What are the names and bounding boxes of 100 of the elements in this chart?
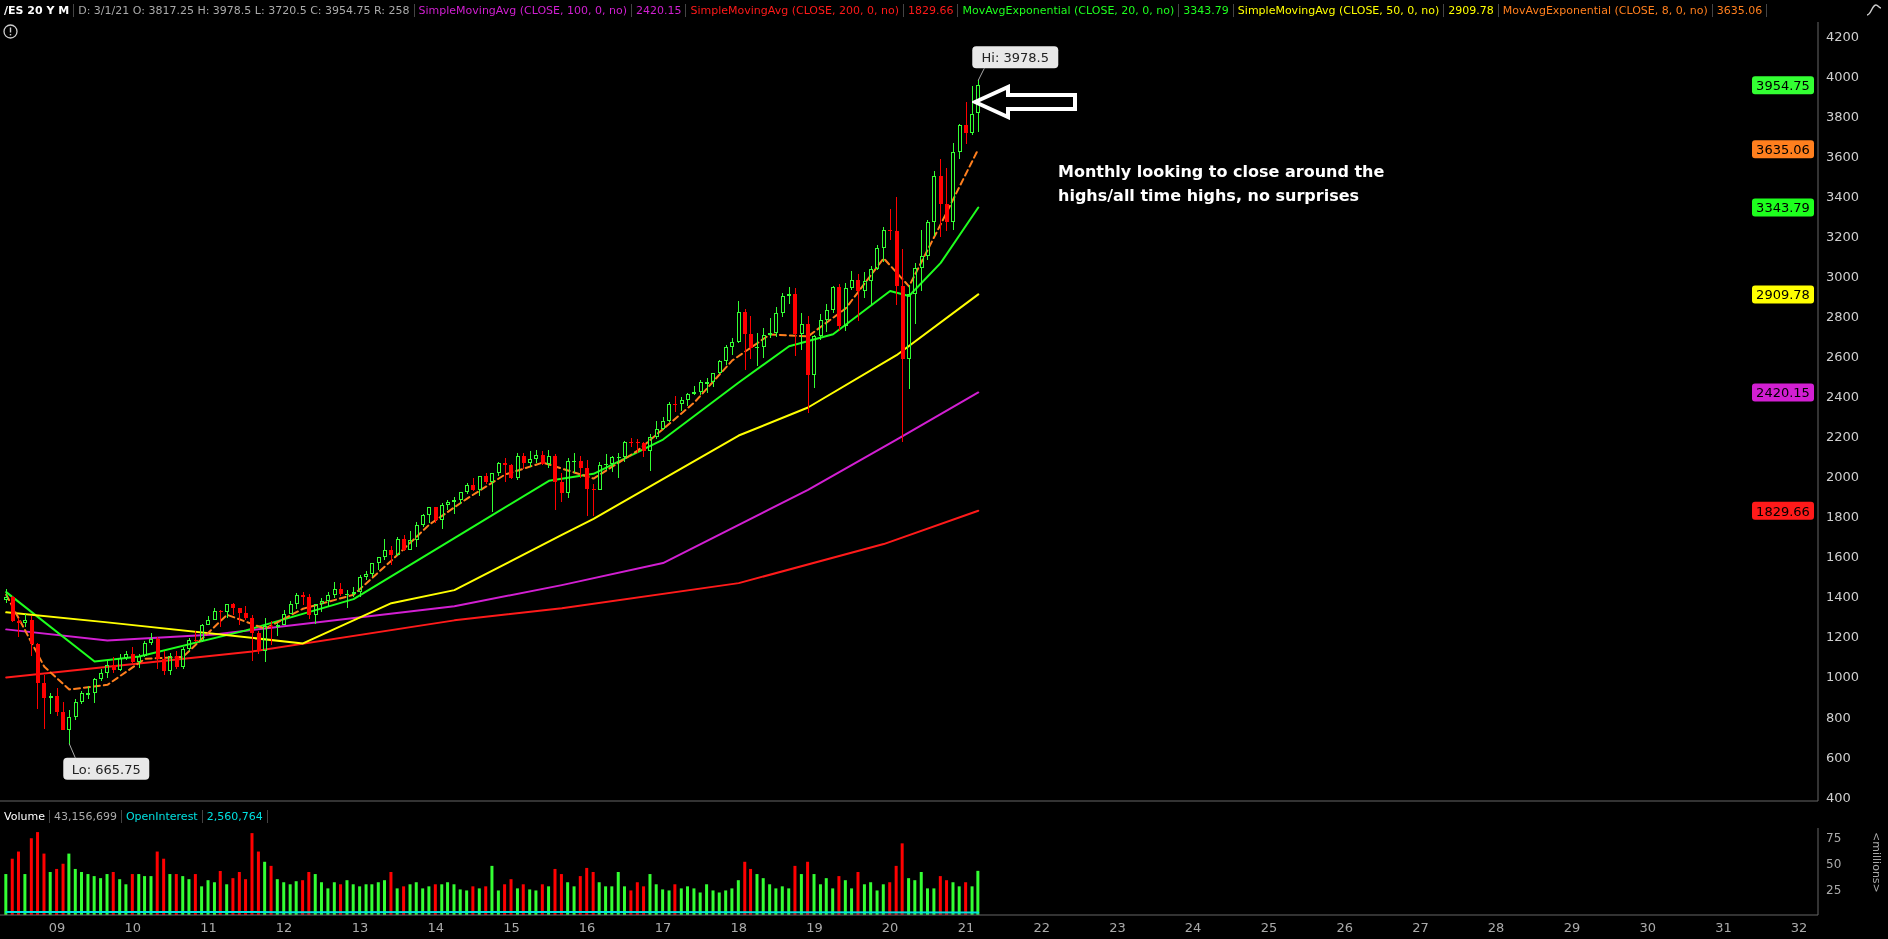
candlestick	[130, 646, 135, 663]
bar	[16, 851, 20, 915]
bar	[294, 881, 298, 915]
x-tick-label: 24	[1184, 920, 1202, 936]
bar	[124, 884, 128, 915]
bar	[458, 889, 462, 915]
candlestick	[67, 709, 72, 745]
candlestick	[932, 170, 937, 237]
annotation: 3635.06	[1756, 142, 1810, 158]
candlestick	[546, 449, 551, 469]
bar	[225, 884, 229, 915]
bar	[446, 882, 450, 915]
bar	[597, 882, 601, 915]
x-tick-label: 29	[1563, 920, 1581, 936]
bar	[894, 865, 898, 915]
candlestick	[382, 538, 387, 561]
x-tick-label: 23	[1109, 920, 1126, 936]
text: 3343.79	[1179, 3, 1234, 17]
y-tick-label: 1000	[1826, 669, 1860, 685]
x-tick-label: 09	[48, 920, 66, 936]
candlestick	[641, 442, 646, 458]
candlestick	[869, 265, 874, 306]
bar	[332, 882, 336, 915]
bar	[307, 872, 311, 915]
bar	[118, 879, 122, 915]
bar	[806, 861, 810, 915]
candlestick	[900, 248, 905, 443]
candlestick	[743, 308, 748, 371]
candlestick	[402, 534, 406, 551]
bar	[553, 868, 557, 915]
candlestick	[421, 515, 426, 528]
candlestick	[440, 502, 445, 530]
candlestick	[142, 640, 147, 657]
bar	[206, 880, 210, 915]
candlestick	[35, 643, 40, 710]
bar	[42, 853, 46, 915]
candlestick	[200, 625, 204, 643]
text: SimpleMovingAvg (CLOSE, 100, 0, no)	[414, 3, 632, 17]
candlestick	[875, 244, 880, 269]
candlestick	[705, 377, 709, 394]
candlestick	[319, 597, 324, 613]
candlestick	[250, 614, 255, 662]
annotation: Monthly looking to close around the highs/all time highs, no surprises	[1058, 161, 1386, 207]
bar	[907, 878, 911, 915]
y-tick-label: 1200	[1826, 629, 1860, 645]
annotation: Lo: 665.75	[71, 761, 141, 777]
y-tick-label: 25	[1826, 882, 1842, 897]
candlestick	[673, 395, 678, 413]
candlestick	[48, 692, 53, 715]
text: OpenInterest	[121, 809, 203, 823]
x-tick-label: 31	[1715, 920, 1732, 936]
candlestick	[780, 292, 785, 318]
candlestick	[521, 452, 526, 470]
bar	[92, 876, 96, 915]
bar	[572, 886, 576, 915]
candlestick	[358, 574, 363, 598]
y-tick-label: 2800	[1826, 308, 1860, 324]
x-tick-label: 21	[957, 920, 975, 936]
bar	[976, 870, 980, 915]
bar	[440, 884, 444, 915]
bar	[433, 884, 437, 915]
candlestick	[149, 632, 154, 646]
bar	[275, 879, 279, 915]
candlestick	[824, 303, 829, 333]
bar	[319, 882, 323, 915]
y-tick-label: 4200	[1826, 28, 1860, 44]
y-tick-label: 1400	[1826, 589, 1860, 605]
bar	[370, 884, 374, 915]
x-tick-label: 28	[1487, 920, 1505, 936]
bar	[743, 861, 747, 915]
y-tick-label: 800	[1826, 709, 1851, 725]
bar	[566, 882, 570, 915]
y-tick-label: 1600	[1826, 549, 1860, 565]
bar	[780, 886, 784, 915]
bar	[604, 886, 608, 915]
y-tick-label: 4000	[1826, 68, 1860, 84]
annotation: 2420.15	[1756, 385, 1810, 401]
bar	[559, 874, 563, 915]
x-tick-label: 32	[1790, 920, 1808, 936]
candlestick	[622, 441, 627, 463]
bar	[237, 872, 241, 915]
candlestick	[162, 650, 167, 676]
bar	[812, 874, 816, 915]
bar	[477, 888, 481, 915]
candlestick	[92, 679, 97, 704]
bar	[774, 888, 778, 915]
bar	[269, 865, 273, 915]
bar	[843, 880, 847, 915]
bar	[818, 884, 822, 915]
bar	[162, 858, 166, 915]
bar	[218, 870, 222, 915]
candlestick	[806, 315, 810, 414]
bar	[578, 876, 582, 915]
y-tick-label: 1800	[1826, 509, 1860, 525]
candlestick	[307, 593, 312, 620]
bar	[925, 888, 929, 915]
y-tick-label: 600	[1826, 749, 1851, 765]
x-tick-label: 18	[730, 920, 747, 936]
text: 2909.78	[1444, 3, 1499, 17]
candlestick	[748, 315, 753, 360]
